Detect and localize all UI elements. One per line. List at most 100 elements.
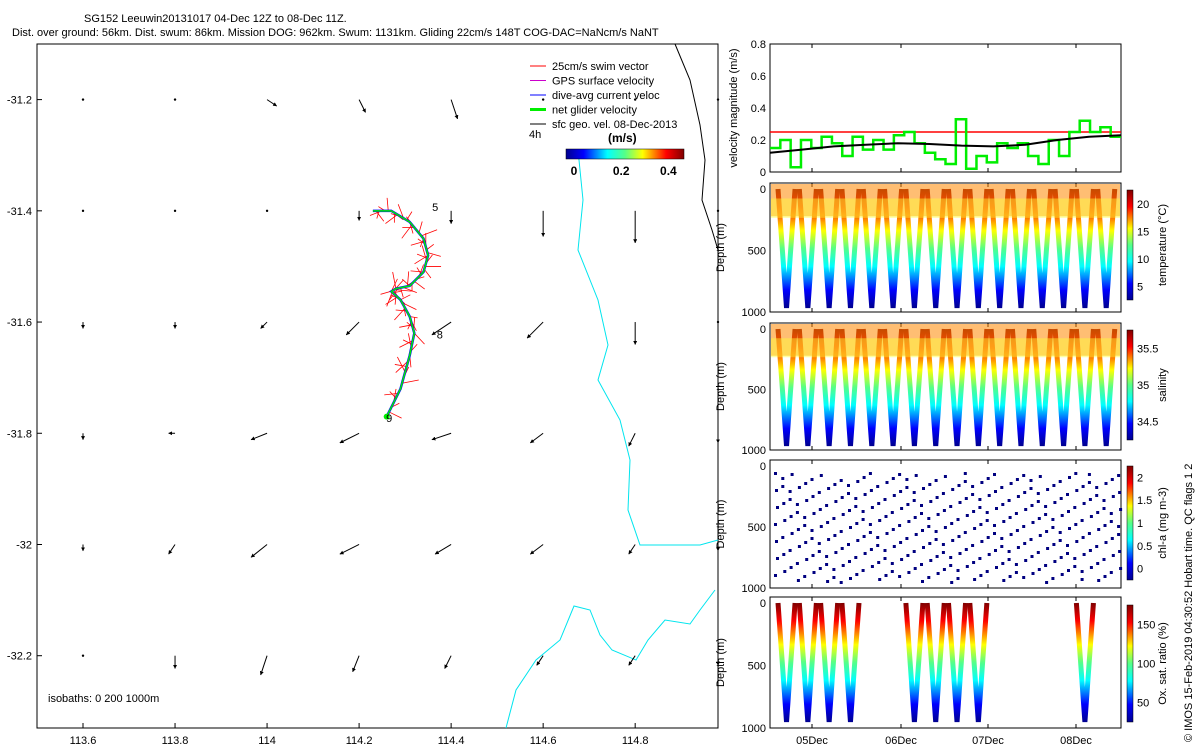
chla-point	[943, 526, 947, 529]
chla-point	[922, 546, 925, 549]
chla-point	[861, 518, 865, 521]
temperature-colorbar-tick: 5	[1137, 281, 1143, 293]
chla-point	[1111, 495, 1115, 498]
swim-vector	[401, 302, 417, 310]
chla-colorbar-tick: 1	[1137, 518, 1143, 530]
chla-point	[922, 487, 925, 490]
chla-point	[856, 539, 860, 542]
colorbar-tick: 0	[571, 164, 578, 178]
chla-point	[883, 557, 887, 560]
chla-ytick: 500	[748, 522, 766, 534]
chla-point	[963, 480, 967, 483]
y-tick-label: -32	[16, 539, 32, 551]
chla-point	[1051, 526, 1055, 529]
oxygen-dive-profile	[967, 602, 990, 723]
geo-vector	[434, 544, 452, 555]
chla-point	[1007, 499, 1011, 502]
chla-point	[1080, 519, 1084, 522]
chla-point	[890, 570, 894, 573]
geo-vector-dot	[541, 98, 545, 101]
salinity-dive-profile	[1009, 328, 1032, 447]
swim-vector	[418, 221, 423, 234]
oxygen-ytick: 1000	[742, 723, 766, 735]
oxygen-xtick-label: 07Dec	[972, 735, 1004, 747]
chla-point	[1066, 493, 1069, 496]
swim-vector	[388, 411, 402, 419]
chla-point	[1023, 542, 1027, 545]
oxygen-ytick: 500	[748, 661, 766, 673]
colorbar-unit: (m/s)	[608, 131, 637, 145]
chla-point	[854, 505, 858, 508]
chla-point	[949, 556, 953, 559]
chla-point	[1052, 484, 1056, 487]
swim-vector	[385, 214, 398, 224]
chla-colorbar-tick: 1.5	[1137, 495, 1152, 507]
chla-point	[805, 558, 809, 561]
chla-point	[869, 548, 873, 551]
chla-point	[885, 532, 889, 535]
salinity-ytick: 1000	[742, 445, 766, 457]
salinity-dive-profile	[1052, 328, 1075, 447]
chla-point	[1014, 512, 1018, 515]
colorbar	[565, 148, 685, 160]
chla-point	[912, 491, 916, 494]
x-tick-label: 113.8	[162, 735, 189, 747]
geo-vector-dot	[716, 98, 720, 101]
chla-point	[868, 523, 872, 526]
chla-point	[796, 579, 800, 582]
chla-point	[927, 517, 931, 520]
swim-vector	[401, 379, 419, 384]
chla-point	[943, 475, 947, 478]
geo-vector	[431, 432, 452, 441]
swim-vector	[414, 280, 425, 290]
chla-point	[1066, 552, 1069, 555]
chla-point	[781, 477, 785, 480]
map-axes-frame	[36, 43, 719, 729]
swim-vector	[399, 340, 413, 348]
chla-point	[972, 561, 976, 564]
chla-point	[978, 557, 982, 560]
salinity-dive-profile	[839, 328, 862, 447]
chla-point	[861, 569, 865, 572]
chla-point	[1110, 478, 1114, 481]
swim-vector	[400, 287, 404, 298]
chla-point	[929, 559, 933, 562]
chla-point	[1104, 482, 1108, 485]
chla-point	[839, 479, 843, 482]
chla-point	[1117, 525, 1121, 528]
chla-point	[993, 532, 996, 535]
chla-point	[963, 472, 967, 475]
chla-point	[1046, 547, 1050, 550]
chla-point	[1080, 570, 1084, 573]
swim-vector	[414, 254, 429, 265]
temperature-dive-profile	[818, 188, 841, 309]
chla-point	[929, 500, 933, 503]
chla-point	[1060, 573, 1064, 576]
chla-point	[920, 504, 923, 507]
geo-vector	[450, 99, 459, 120]
oxygen-dive-profile	[796, 602, 819, 723]
chla-point	[1088, 498, 1092, 501]
swim-vector	[410, 270, 424, 273]
chla-point	[994, 549, 997, 552]
chla-point	[1117, 474, 1121, 477]
chla-point	[973, 578, 977, 581]
net-glider-track	[372, 210, 429, 417]
chla-point	[956, 569, 960, 572]
chla-point	[905, 537, 909, 540]
chla-point	[885, 481, 889, 484]
chla-point	[817, 542, 821, 545]
chla-point	[956, 518, 960, 521]
chla-point	[957, 484, 961, 487]
chla-point	[1029, 479, 1033, 482]
oxygen-colorbar-tick: 100	[1137, 659, 1155, 671]
salinity-ylabel: Depth (m)	[715, 362, 727, 411]
chla-point	[963, 531, 967, 534]
swim-vector	[421, 245, 427, 261]
chla-point	[1118, 550, 1122, 553]
chla-point	[849, 577, 852, 580]
swim-vector	[427, 252, 441, 257]
chla-point	[1119, 567, 1123, 570]
chla-point	[782, 502, 786, 505]
salinity-thermocline-layer	[771, 338, 1120, 358]
